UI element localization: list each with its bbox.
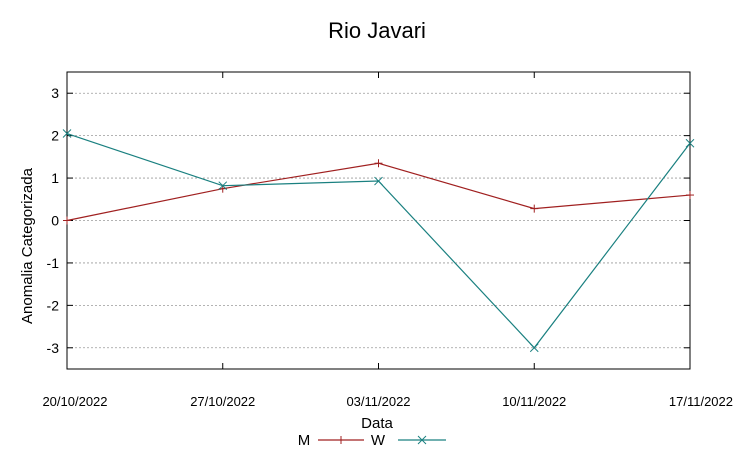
data-point-m (530, 204, 539, 213)
data-point-w (218, 181, 228, 191)
chart-title: Rio Javari (328, 18, 426, 43)
x-tick-label: 10/11/2022 (502, 394, 566, 409)
grid-layer (67, 92, 690, 349)
data-point-w (374, 176, 383, 186)
y-axis-label: Anomalia Categorizada (19, 167, 36, 324)
legend-marker-w-d2 (417, 435, 427, 445)
series-line-m (66, 162, 691, 222)
x-axis-label: Data (361, 415, 393, 432)
data-point-w-d2 (62, 129, 72, 138)
x-tick-label: 17/11/2022 (669, 394, 733, 409)
y-tick-label: -2 (47, 297, 60, 313)
data-point-w-d2 (374, 176, 383, 186)
data-point-w-d2 (218, 181, 228, 191)
data-point-w-d2 (529, 343, 539, 353)
x-tick-label: 03/11/2022 (346, 394, 410, 409)
legend-marker-m (337, 436, 345, 444)
data-point-m (686, 191, 694, 200)
data-point-m (374, 159, 383, 168)
legend-marker-w (417, 435, 427, 445)
data-point-w (62, 129, 72, 138)
y-tick-label: 3 (51, 85, 59, 101)
legend-label-m: M (298, 432, 311, 449)
x-tick-label: 20/10/2022 (42, 394, 107, 409)
data-point-w (529, 343, 539, 353)
data-point-w (685, 138, 695, 148)
y-tick-label: 1 (51, 170, 59, 186)
data-point-w-d2 (685, 138, 695, 148)
y-axis-ticks: 3 2 1 0 -1 -2 -3 (47, 85, 690, 356)
y-tick-label: 0 (51, 213, 59, 229)
series-layer (62, 129, 695, 353)
y-tick-label: 2 (51, 128, 59, 144)
y-tick-label: -3 (47, 340, 60, 356)
x-tick-label: 27/10/2022 (190, 394, 255, 409)
y-tick-label: -1 (47, 255, 60, 271)
data-point-m (63, 216, 71, 225)
legend-label-w: W (371, 432, 386, 449)
x-axis-ticks: 20/10/2022 27/10/2022 03/11/2022 10/11/2022… (42, 72, 733, 409)
